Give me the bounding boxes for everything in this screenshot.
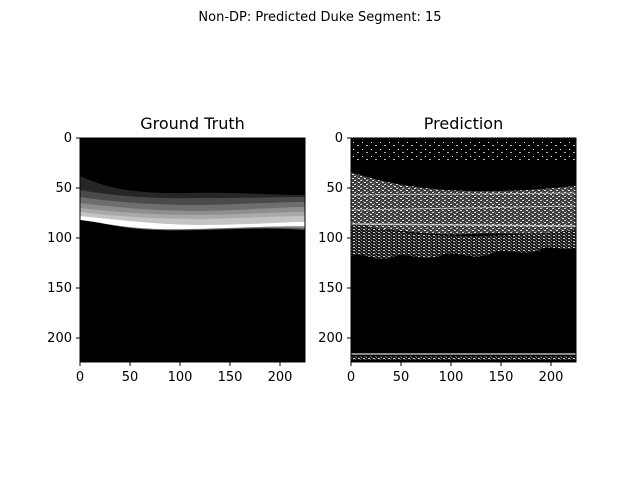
prediction-x-axis: 0 50 100 150 200	[347, 362, 564, 385]
x-tick-label: 100	[168, 370, 193, 385]
y-tick-label: 0	[64, 131, 72, 146]
y-tick-label: 50	[55, 181, 72, 196]
y-tick-label: 150	[47, 281, 72, 296]
y-tick-label: 100	[47, 231, 72, 246]
x-tick-label: 50	[393, 370, 410, 385]
x-tick-label: 100	[439, 370, 464, 385]
y-tick-label: 0	[335, 131, 343, 146]
figure-suptitle: Non-DP: Predicted Duke Segment: 15	[198, 10, 441, 25]
ground-truth-image	[80, 138, 305, 362]
prediction-panel: Prediction 0 50 100	[318, 114, 577, 385]
y-tick-label: 200	[318, 331, 343, 346]
x-tick-label: 200	[539, 370, 564, 385]
x-tick-label: 150	[489, 370, 514, 385]
ground-truth-x-axis: 0 50 100 150 200	[76, 362, 293, 385]
x-tick-label: 150	[218, 370, 243, 385]
ground-truth-y-axis: 0 50 100 150 200	[47, 131, 80, 346]
prediction-y-axis: 0 50 100 150 200	[318, 131, 351, 346]
prediction-image	[351, 138, 576, 362]
y-tick-label: 50	[326, 181, 343, 196]
y-tick-label: 100	[318, 231, 343, 246]
y-tick-label: 150	[318, 281, 343, 296]
x-tick-label: 0	[76, 370, 84, 385]
prediction-title: Prediction	[424, 114, 503, 133]
x-tick-label: 50	[122, 370, 139, 385]
y-tick-label: 200	[47, 331, 72, 346]
ground-truth-title: Ground Truth	[140, 114, 245, 133]
ground-truth-panel: Ground Truth 0 50 100 150 200	[47, 114, 306, 385]
x-tick-label: 0	[347, 370, 355, 385]
x-tick-label: 200	[268, 370, 293, 385]
